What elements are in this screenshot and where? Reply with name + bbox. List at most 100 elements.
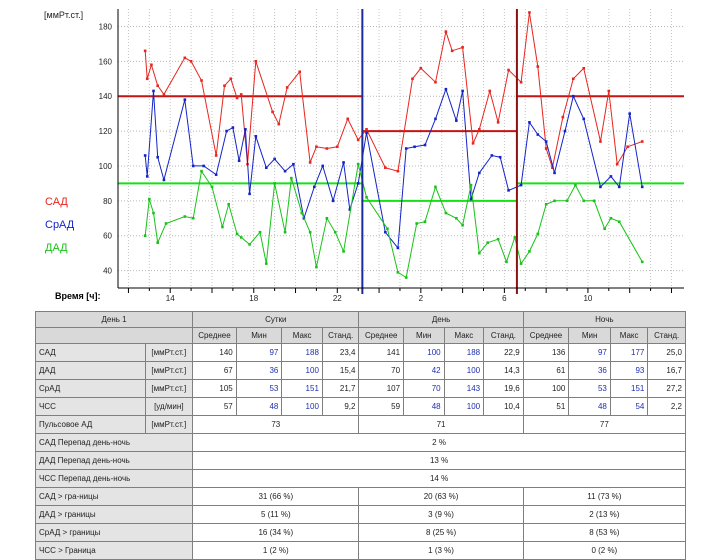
table-row-unit: [ммРт.ст.] (144, 361, 194, 380)
table-column-header: Макс (443, 327, 485, 344)
table-corner-header: День 1 (34, 311, 194, 328)
table-row-unit: [уд/мин] (144, 397, 194, 416)
data-point (544, 147, 548, 150)
data-point (254, 60, 258, 63)
table-value: 53 (568, 379, 611, 398)
table-value: 188 (281, 343, 323, 362)
data-point (434, 117, 437, 121)
data-point (528, 121, 531, 124)
data-point (582, 66, 586, 70)
table-column-header: Мин (235, 327, 283, 344)
data-point (519, 262, 523, 265)
data-point (384, 166, 387, 169)
table-value: 54 (609, 397, 649, 416)
data-point (164, 222, 168, 225)
table-row-label: ДАД Перепад день-ночь (34, 451, 194, 470)
data-point (519, 183, 523, 187)
data-point (496, 237, 500, 241)
y-axis-label: [ммРт.ст.] (44, 10, 83, 20)
data-point (235, 96, 239, 100)
table-value: 53 (235, 379, 283, 398)
data-point (599, 140, 602, 143)
data-point (599, 185, 602, 189)
table-column-header: Мин (403, 327, 445, 344)
table-value: 100 (281, 397, 323, 416)
table-header-row: День 1 Сутки День Ночь (34, 311, 687, 328)
data-point (189, 60, 193, 63)
y-tick-label: 180 (99, 22, 113, 31)
data-point (221, 225, 224, 229)
table-value: 143 (443, 379, 485, 398)
y-tick-label: 140 (99, 92, 113, 101)
table-period-header: Ночь (522, 311, 687, 328)
data-point (507, 189, 510, 192)
data-point (505, 260, 508, 264)
table-value: 27,2 (647, 379, 686, 398)
data-point (423, 220, 427, 224)
x-axis-label: Время [ч]: (55, 291, 101, 301)
y-tick-label: 100 (99, 162, 113, 171)
data-point (365, 128, 368, 131)
data-point (356, 182, 360, 185)
data-point (365, 131, 368, 135)
data-point (478, 251, 481, 255)
data-point (214, 154, 218, 157)
data-point (455, 119, 458, 122)
data-point (145, 175, 149, 178)
table-value: 14,3 (483, 361, 524, 380)
series-lines (143, 11, 644, 279)
table-column-header: Мин (568, 327, 611, 344)
table-value: 16 (34 %) (192, 523, 360, 542)
table-column-header: Макс (609, 327, 649, 344)
table-corner-subheader (34, 327, 194, 344)
data-point (191, 164, 195, 168)
data-point (237, 159, 241, 163)
table-row-label: САД (35, 343, 146, 362)
data-point (551, 166, 554, 169)
data-point (191, 216, 195, 220)
table-row: ДАД Перепад день-ночь 13 % (34, 451, 686, 470)
data-point (143, 49, 147, 53)
data-point (156, 241, 159, 244)
data-point (469, 197, 473, 201)
data-point (488, 89, 492, 93)
data-point (200, 79, 203, 82)
data-point (298, 70, 302, 74)
data-point (553, 199, 556, 203)
data-point (574, 183, 577, 187)
data-point (519, 80, 523, 84)
data-point (200, 169, 203, 173)
data-point (396, 271, 400, 274)
table-value: 13 % (192, 451, 686, 470)
table-value: 141 (358, 343, 405, 362)
data-point (498, 155, 502, 159)
data-point (384, 230, 387, 234)
x-tick-labels: 14 18 22 2 6 10 (127, 288, 672, 303)
table-value: 100 (281, 361, 323, 380)
table-value: 48 (568, 397, 611, 416)
table-row-unit: [ммРт.ст.] (144, 379, 194, 398)
table-row-label: ЧСС > Граница (34, 541, 194, 560)
data-point (609, 216, 613, 220)
data-point (239, 236, 243, 239)
data-point (277, 122, 281, 126)
data-point (308, 161, 312, 164)
table-value: 177 (609, 343, 649, 362)
data-point (315, 145, 318, 149)
data-point (331, 199, 335, 203)
data-point (254, 134, 258, 138)
y-tick-label: 120 (99, 127, 113, 136)
table-value: 36 (235, 361, 283, 380)
data-point (528, 250, 531, 253)
data-point (553, 171, 556, 175)
data-point (325, 216, 329, 220)
data-point (365, 196, 368, 199)
table-value: 1 (3 %) (358, 541, 524, 560)
data-point (346, 117, 350, 121)
data-point (617, 220, 621, 224)
data-point (478, 171, 481, 175)
data-point (423, 143, 427, 147)
data-point (386, 227, 389, 231)
data-point (321, 164, 324, 168)
table-value: 5 (11 %) (192, 505, 360, 524)
